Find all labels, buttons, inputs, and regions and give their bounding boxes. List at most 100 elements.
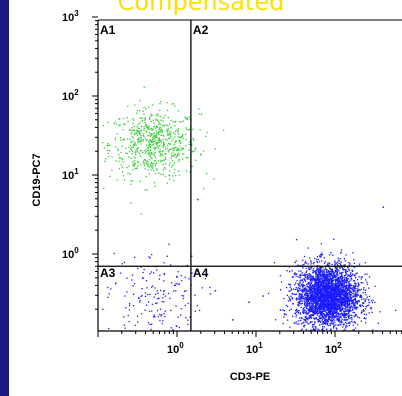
event-point: [330, 268, 332, 271]
event-point: [346, 294, 348, 296]
event-point: [130, 149, 133, 151]
event-point: [336, 311, 338, 313]
event-point: [324, 294, 326, 296]
event-point: [162, 151, 164, 153]
event-point: [153, 181, 156, 184]
event-point: [345, 290, 347, 292]
event-point: [299, 297, 302, 299]
event-point: [333, 302, 335, 304]
event-point: [159, 127, 162, 129]
event-point: [143, 165, 145, 167]
event-point: [319, 270, 321, 272]
event-point: [164, 146, 167, 148]
event-point: [370, 308, 372, 310]
event-point: [152, 119, 154, 121]
event-point: [317, 309, 319, 312]
event-point: [331, 274, 333, 277]
event-point: [345, 277, 347, 279]
event-point: [327, 319, 329, 321]
event-point: [328, 275, 330, 277]
event-point: [339, 275, 341, 278]
event-point: [154, 135, 156, 137]
event-point: [317, 305, 319, 307]
event-point: [129, 173, 131, 175]
event-point: [332, 283, 334, 285]
event-point: [326, 306, 328, 308]
event-point: [143, 135, 145, 137]
event-point: [299, 294, 301, 296]
event-point: [317, 282, 320, 284]
event-point: [319, 274, 322, 276]
event-point: [152, 285, 154, 287]
event-point: [344, 279, 346, 281]
event-point: [124, 327, 126, 329]
event-point: [309, 285, 311, 287]
event-point: [338, 278, 340, 281]
event-point: [335, 291, 338, 294]
event-point: [314, 329, 316, 331]
event-point: [345, 321, 347, 323]
event-point: [348, 300, 350, 303]
event-point: [333, 294, 335, 296]
event-point: [310, 298, 313, 300]
event-point: [349, 263, 351, 265]
event-point: [321, 318, 324, 321]
event-point: [280, 289, 282, 291]
event-point: [315, 285, 317, 287]
event-point: [178, 148, 180, 150]
event-point: [317, 292, 319, 294]
event-point: [178, 140, 180, 142]
event-point: [340, 295, 342, 297]
event-point: [335, 309, 337, 311]
event-point: [358, 283, 360, 285]
outlier-events: [197, 113, 385, 321]
event-point: [329, 287, 331, 289]
event-point: [194, 294, 196, 296]
event-point: [353, 329, 355, 331]
event-point: [311, 317, 313, 319]
event-point: [308, 308, 310, 310]
event-point: [134, 256, 136, 258]
event-point: [315, 304, 317, 306]
event-point: [139, 141, 141, 143]
event-point: [305, 317, 307, 319]
event-point: [342, 271, 344, 273]
event-point: [158, 278, 160, 280]
event-point: [115, 146, 117, 148]
event-point: [151, 128, 153, 130]
event-point: [339, 273, 341, 275]
event-point: [315, 304, 318, 307]
event-point: [335, 278, 337, 281]
event-point: [304, 316, 306, 318]
event-point: [173, 143, 175, 145]
event-point: [158, 122, 161, 124]
event-point: [129, 148, 132, 150]
event-point: [319, 273, 321, 275]
event-point: [354, 327, 357, 329]
event-point: [116, 179, 118, 181]
event-point: [315, 300, 317, 302]
event-point: [331, 289, 333, 291]
event-point: [149, 117, 151, 119]
event-point: [313, 293, 315, 295]
event-point: [332, 285, 334, 287]
event-point: [118, 118, 120, 120]
event-point: [168, 151, 170, 153]
event-point: [191, 151, 194, 153]
event-point: [325, 318, 327, 321]
event-point: [320, 267, 322, 269]
event-point: [344, 308, 347, 310]
event-point: [299, 286, 301, 288]
event-point: [310, 309, 313, 311]
event-point: [111, 169, 113, 171]
event-point: [330, 286, 332, 288]
event-point: [165, 153, 167, 155]
event-point: [361, 296, 363, 298]
event-point: [330, 319, 333, 321]
event-point: [334, 316, 336, 319]
event-point: [301, 295, 303, 297]
event-point: [148, 125, 150, 127]
event-point: [331, 277, 333, 280]
event-point: [319, 292, 321, 294]
event-point: [159, 109, 161, 111]
